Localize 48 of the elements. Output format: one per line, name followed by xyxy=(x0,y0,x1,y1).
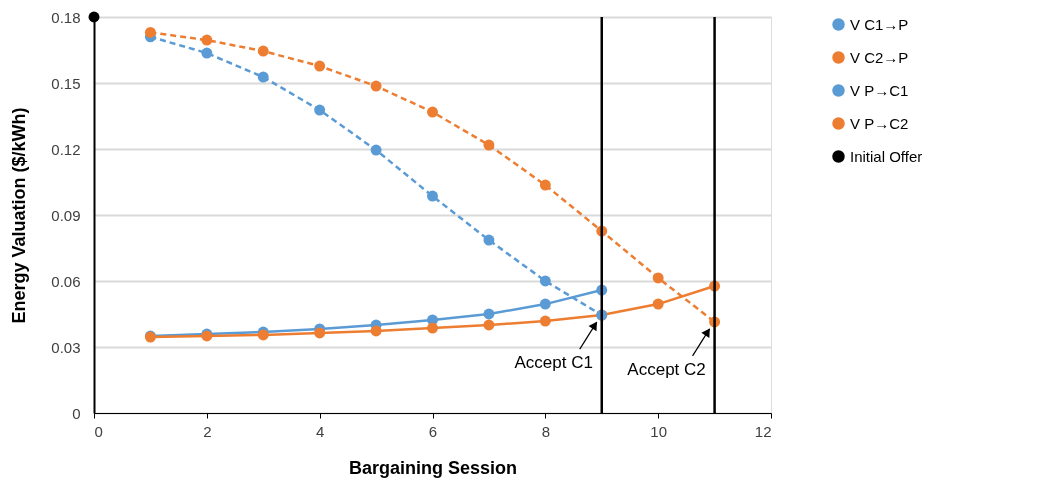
point xyxy=(314,327,326,339)
annotation: Accept C1 xyxy=(514,353,593,373)
point xyxy=(652,272,664,284)
x-tick-label: 2 xyxy=(203,422,212,440)
point xyxy=(144,26,156,38)
point xyxy=(370,80,382,92)
x-tick-label: 0 xyxy=(94,422,103,440)
point xyxy=(427,106,438,118)
x-axis-title: Bargaining Session xyxy=(348,457,518,478)
point xyxy=(652,298,664,310)
x-tick-label: 12 xyxy=(754,422,772,440)
point xyxy=(483,308,495,320)
legend-label: V P→C2 xyxy=(850,114,909,132)
y-tick-label: 0.06 xyxy=(51,272,81,290)
y-tick-label: 0.09 xyxy=(51,206,81,224)
point xyxy=(370,325,382,337)
y-tick-label: 0.12 xyxy=(51,140,81,158)
point xyxy=(539,315,551,327)
y-tick-label: 0.03 xyxy=(51,338,81,356)
y-tick-label: 0.18 xyxy=(51,8,81,26)
annotation: Accept C2 xyxy=(627,359,706,379)
legend-label: V C1→P xyxy=(850,15,909,33)
point xyxy=(88,11,100,23)
point xyxy=(483,139,495,151)
point xyxy=(539,179,551,191)
point xyxy=(257,71,269,83)
legend-label: V P→C1 xyxy=(850,81,909,99)
x-tick-label: 10 xyxy=(650,422,668,440)
point xyxy=(483,234,495,246)
x-tick-label: 4 xyxy=(315,422,325,440)
point xyxy=(201,47,213,59)
x-tick-label: 8 xyxy=(541,422,551,440)
point xyxy=(314,104,326,116)
point xyxy=(539,298,551,310)
y-tick-label: 0.15 xyxy=(51,74,81,92)
legend-label: V C2→P xyxy=(850,48,909,66)
point xyxy=(427,322,438,334)
point xyxy=(370,144,382,156)
y-tick-label: 0 xyxy=(72,404,81,422)
x-tick-label: 6 xyxy=(428,422,438,440)
legend-label: Initial Offer xyxy=(850,147,923,165)
point xyxy=(257,45,269,57)
y-axis-title: Energy Valuation ($/kWh) xyxy=(9,107,30,324)
point xyxy=(539,275,551,287)
point xyxy=(314,60,326,72)
point xyxy=(427,190,438,202)
point xyxy=(483,319,495,331)
point xyxy=(201,34,213,46)
